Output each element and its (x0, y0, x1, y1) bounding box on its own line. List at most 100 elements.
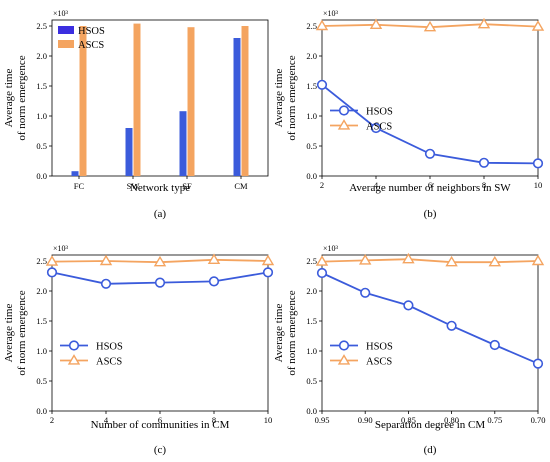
x-axis-label: Average number of neighbors in SW (349, 182, 511, 194)
x-axis-label: Separation degree in CM (375, 419, 485, 431)
x-tick-label: 2 (320, 180, 324, 190)
y-axis-label-line: of norm emergence (16, 290, 28, 375)
point-hsos (46, 267, 58, 278)
panel-d: 0.0 0.5 1.0 1.5 2.0 2.5 ×10³ Average timeof nor… (273, 244, 545, 456)
y-tick-label: 2.0 (306, 286, 317, 296)
x-tick-label: FC (74, 181, 85, 191)
legend-label-ascs: ASCS (96, 356, 122, 367)
panel-label: (d) (424, 444, 437, 456)
panel-label: (b) (424, 208, 437, 220)
y-axis-label: Average timeof norm emergence (273, 55, 298, 140)
bar-hsos (71, 171, 79, 176)
point-ascs (445, 255, 458, 267)
y-scale-label: ×10³ (53, 244, 69, 253)
series-line-hsos (321, 272, 539, 365)
legend-label-hsos: HSOS (96, 341, 123, 352)
y-tick-label: 1.0 (306, 111, 317, 121)
point-ascs (531, 20, 545, 31)
y-tick-label: 0.0 (306, 171, 317, 181)
point-hsos (154, 277, 166, 288)
x-tick-label: SW (127, 181, 140, 191)
y-tick-label: 2.5 (36, 256, 47, 266)
y-tick-label: 0.5 (306, 376, 317, 386)
y-tick-label: 0.0 (306, 406, 317, 416)
bar-ascs (187, 27, 195, 177)
y-axis-label: Average timeof norm emergence (273, 290, 298, 375)
plot-frame (51, 19, 269, 177)
y-axis-label-line: Average time (273, 69, 285, 128)
bar-hsos (179, 111, 187, 176)
point-hsos (208, 276, 220, 287)
legend-label-ascs: ASCS (366, 356, 392, 367)
y-tick-label: 1.5 (36, 81, 47, 91)
point-ascs (358, 254, 372, 265)
point-hsos (532, 358, 544, 369)
legend-marker-hsos (338, 105, 350, 116)
y-tick-label: 0.5 (306, 141, 317, 151)
x-tick-label: 6 (428, 180, 432, 190)
bar-ascs (79, 26, 87, 176)
point-ascs (315, 255, 329, 266)
legend-marker-hsos (338, 340, 350, 351)
point-hsos (360, 287, 371, 298)
y-axis-label: Average timeof norm emergence (3, 55, 28, 140)
point-ascs (261, 254, 275, 266)
x-tick-label: 0.70 (531, 415, 546, 425)
y-tick-label: 2.5 (306, 256, 317, 266)
x-tick-label: 8 (482, 180, 486, 190)
point-ascs (477, 17, 491, 29)
y-tick-label: 2.5 (36, 21, 47, 31)
x-tick-label: 10 (534, 180, 543, 190)
y-scale-label: ×10³ (53, 9, 69, 18)
point-ascs (99, 254, 113, 266)
y-tick-label: 0.0 (36, 171, 47, 181)
y-axis-label-line: of norm emergence (286, 290, 298, 375)
point-hsos (100, 278, 112, 289)
point-ascs (423, 20, 437, 32)
legend-swatch-ascs (58, 40, 74, 48)
x-tick-label: SF (182, 181, 192, 191)
point-hsos (370, 122, 382, 134)
y-axis-label-line: of norm emergence (16, 55, 28, 140)
point-hsos (403, 300, 414, 311)
x-tick-label: 0.75 (487, 415, 502, 425)
point-ascs (207, 253, 221, 264)
bar-hsos (125, 128, 133, 176)
legend-swatch-hsos (58, 26, 74, 34)
y-scale-label: ×10³ (323, 9, 339, 18)
y-tick-label: 1.0 (36, 346, 47, 356)
y-axis-label-line: of norm emergence (286, 55, 298, 140)
bar-ascs (241, 26, 249, 176)
panel-b: 0.0 0.5 1.0 1.5 2.0 2.5 ×10³ Average timeof nor… (273, 9, 545, 220)
y-tick-label: 0.5 (36, 141, 47, 151)
legend-label-hsos: HSOS (366, 341, 393, 352)
point-hsos (316, 79, 328, 90)
x-axis-label: Network type (130, 182, 190, 194)
point-ascs (402, 252, 415, 264)
y-tick-label: 1.5 (36, 316, 47, 326)
y-axis-label-line: Average time (3, 69, 15, 128)
legend-marker-ascs (337, 119, 351, 130)
y-axis-label-line: Average time (273, 304, 285, 363)
x-tick-label: 0.95 (315, 415, 330, 425)
point-ascs (488, 255, 502, 267)
x-tick-label: 8 (212, 415, 216, 425)
y-tick-label: 2.0 (36, 51, 47, 61)
point-hsos (424, 148, 436, 159)
legend-marker-hsos (68, 340, 80, 351)
legend-label-ascs: ASCS (78, 40, 104, 51)
x-tick-label: 0.80 (444, 415, 459, 425)
point-ascs (45, 255, 59, 266)
point-hsos (262, 267, 274, 278)
legend-marker-ascs (337, 354, 351, 365)
x-axis-label: Number of communities in CM (91, 419, 230, 431)
point-hsos (489, 339, 500, 351)
y-scale-label: ×10³ (323, 244, 339, 253)
legend-label-ascs: ASCS (366, 121, 392, 132)
legend-marker-ascs (67, 354, 81, 365)
legend-label-hsos: HSOS (78, 26, 105, 37)
y-tick-label: 1.5 (306, 81, 317, 91)
point-ascs (315, 19, 329, 31)
panel-label: (c) (154, 444, 167, 456)
